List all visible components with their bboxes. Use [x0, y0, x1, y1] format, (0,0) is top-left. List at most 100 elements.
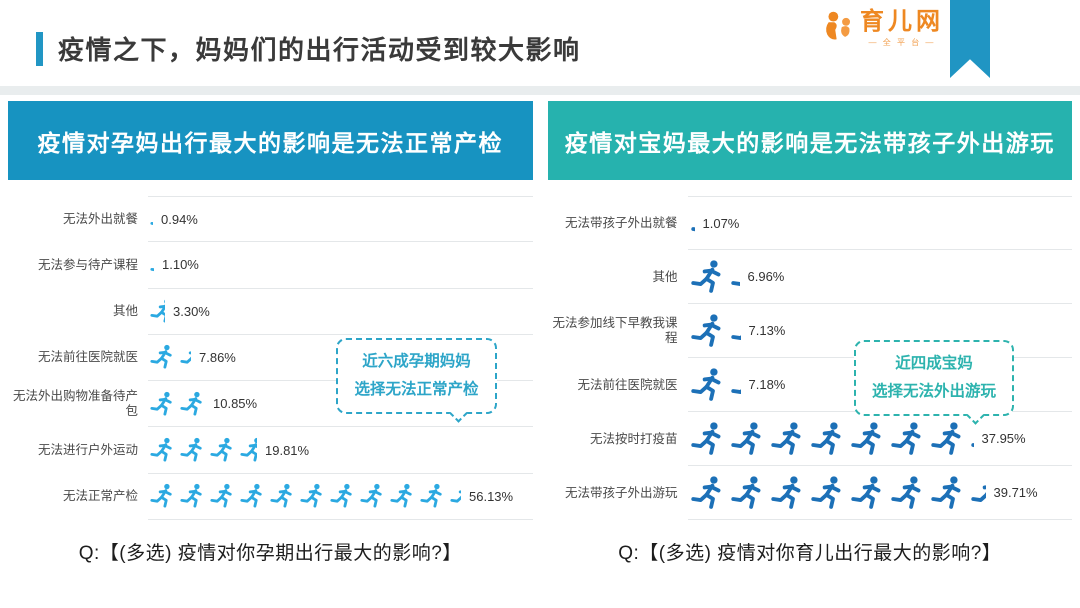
yuer-logo-icon	[826, 11, 851, 40]
pictogram-bar: 56.13%	[148, 474, 533, 520]
runner-icon	[808, 474, 845, 512]
pictogram-icons	[148, 342, 191, 372]
page-title: 疫情之下，妈妈们的出行活动受到较大影响	[58, 35, 581, 65]
runner-icon	[148, 296, 165, 326]
runner-icon	[148, 389, 175, 419]
value-label: 1.10%	[162, 257, 199, 273]
runner-icon	[178, 342, 191, 372]
callout-bubble: 近六成孕期妈妈 选择无法正常产检	[336, 338, 497, 423]
pictogram-bar: 19.81%	[148, 427, 533, 474]
panel-pregnant-moms: 疫情对孕妈出行最大的影响是无法正常产检 无法外出就餐 0.94% 无法参与待产课程 1…	[8, 101, 533, 565]
chart-row: 无法进行户外运动 19.81%	[8, 427, 533, 474]
category-label: 无法外出就餐	[62, 211, 138, 226]
value-label: 1.07%	[702, 215, 740, 231]
title-accent-bar	[36, 31, 43, 66]
runner-icon	[728, 474, 765, 512]
runner-icon-partial	[148, 204, 153, 234]
panels-container: 疫情对孕妈出行最大的影响是无法正常产检 无法外出就餐 0.94% 无法参与待产课程 1…	[0, 101, 1080, 565]
category-label: 无法正常产检	[62, 489, 138, 504]
runner-icon	[688, 366, 725, 404]
runner-icon	[448, 481, 461, 511]
runner-icon	[808, 420, 845, 458]
panel-header: 疫情对孕妈出行最大的影响是无法正常产检	[8, 101, 533, 180]
value-label: 6.96%	[747, 269, 785, 284]
value-label: 0.94%	[161, 211, 198, 227]
pictogram-icons	[148, 250, 154, 280]
runner-icon	[148, 435, 175, 465]
chart-row: 无法带孩子外出游玩 39.71%	[548, 466, 1072, 520]
survey-question: Q:【(多选) 疫情对你育儿出行最大的影响?】	[618, 543, 1002, 564]
callout-line: 近四成宝妈	[895, 355, 973, 372]
divider-strip	[0, 86, 1080, 95]
runner-icon	[728, 420, 765, 458]
pictogram-bar: 1.07%	[687, 196, 1072, 250]
panel-body: 无法带孩子外出就餐 1.07% 其他 6.96% 无法参加线下早教我课程 7.13% 无法前…	[548, 180, 1072, 565]
panel-body: 无法外出就餐 0.94% 无法参与待产课程 1.10% 其他 3.30% 无法前往医院就医 7…	[8, 180, 533, 565]
category-label: 无法带孩子外出游玩	[564, 485, 678, 500]
value-label: 7.13%	[748, 323, 786, 338]
callout-bubble: 近四成宝妈 选择无法外出游玩	[853, 340, 1014, 425]
runner-icon	[768, 420, 805, 458]
category-label: 无法参与待产课程	[37, 257, 138, 272]
yuer-logo: 育儿网 — 全 平 台 —	[823, 8, 944, 48]
callout-line: 选择无法正常产检	[354, 380, 479, 398]
value-label: 7.86%	[199, 349, 236, 365]
runner-icon	[238, 481, 265, 511]
panel-header: 疫情对宝妈最大的影响是无法带孩子外出游玩	[547, 101, 1072, 180]
runner-icon-partial	[688, 204, 695, 242]
chart-rows: 无法外出就餐 0.94% 无法参与待产课程 1.10% 其他 3.30% 无法前往医院就医 7…	[8, 196, 533, 520]
runner-icon	[688, 312, 725, 350]
chart-row: 其他 3.30%	[8, 289, 533, 335]
runner-icon	[148, 250, 154, 280]
runner-icon	[148, 342, 175, 372]
pictogram-icons	[148, 296, 165, 326]
survey-question: Q:【(多选) 疫情对你孕期出行最大的影响?】	[78, 543, 462, 564]
runner-icon	[388, 481, 415, 511]
pictogram-icons	[148, 204, 153, 234]
category-label: 无法按时打疫苗	[589, 431, 678, 446]
runner-icon	[208, 435, 235, 465]
runner-icon	[178, 435, 205, 465]
pictogram-bar: 6.96%	[687, 250, 1072, 304]
category-label: 其他	[112, 304, 138, 319]
pictogram-icons	[688, 366, 741, 404]
category-label: 无法带孩子外出就餐	[564, 215, 678, 230]
runner-icon	[688, 420, 725, 458]
panel-baby-moms: 疫情对宝妈最大的影响是无法带孩子外出游玩 无法带孩子外出就餐 1.07% 其他 6.9…	[547, 101, 1072, 565]
pictogram-bar: 0.94%	[148, 196, 533, 243]
pictogram-icons	[148, 481, 461, 511]
pictogram-bar: 3.30%	[148, 289, 533, 335]
chart-row: 无法参与待产课程 1.10%	[8, 242, 533, 289]
runner-icon	[148, 481, 175, 511]
runner-icon-partial	[968, 420, 974, 458]
pictogram-bar: 37.95%	[687, 412, 1072, 466]
value-label: 37.95%	[981, 431, 1026, 446]
runner-icon	[728, 258, 740, 296]
runner-icon	[268, 481, 295, 511]
chart-row: 无法带孩子外出就餐 1.07%	[548, 196, 1072, 250]
callout-line: 选择无法外出游玩	[871, 382, 996, 400]
runner-icon-partial	[728, 366, 741, 404]
chart-row: 无法外出购物准备待产包 10.85%	[8, 381, 533, 428]
runner-icon	[238, 435, 257, 465]
category-label: 无法参加线下早教我课程	[552, 316, 678, 345]
runner-icon	[768, 474, 805, 512]
pictogram-icons	[688, 258, 740, 296]
runner-icon-partial	[238, 435, 257, 465]
runner-icon	[178, 481, 205, 511]
logo-subtitle: — 全 平 台 —	[868, 38, 936, 48]
runner-icon	[968, 420, 974, 458]
value-label: 56.13%	[469, 488, 514, 504]
runner-icon	[208, 481, 235, 511]
category-label: 无法前往医院就医	[577, 377, 678, 392]
pictogram-icons	[688, 312, 741, 350]
runner-icon	[728, 312, 741, 350]
pictogram-bar: 10.85%	[148, 381, 533, 428]
runner-icon-partial	[728, 312, 741, 350]
pictogram-bar: 1.10%	[148, 242, 533, 289]
pictogram-icons	[148, 389, 205, 419]
runner-icon	[848, 420, 885, 458]
runner-icon	[888, 420, 925, 458]
value-label: 39.71%	[993, 485, 1038, 500]
runner-icon	[848, 474, 885, 512]
